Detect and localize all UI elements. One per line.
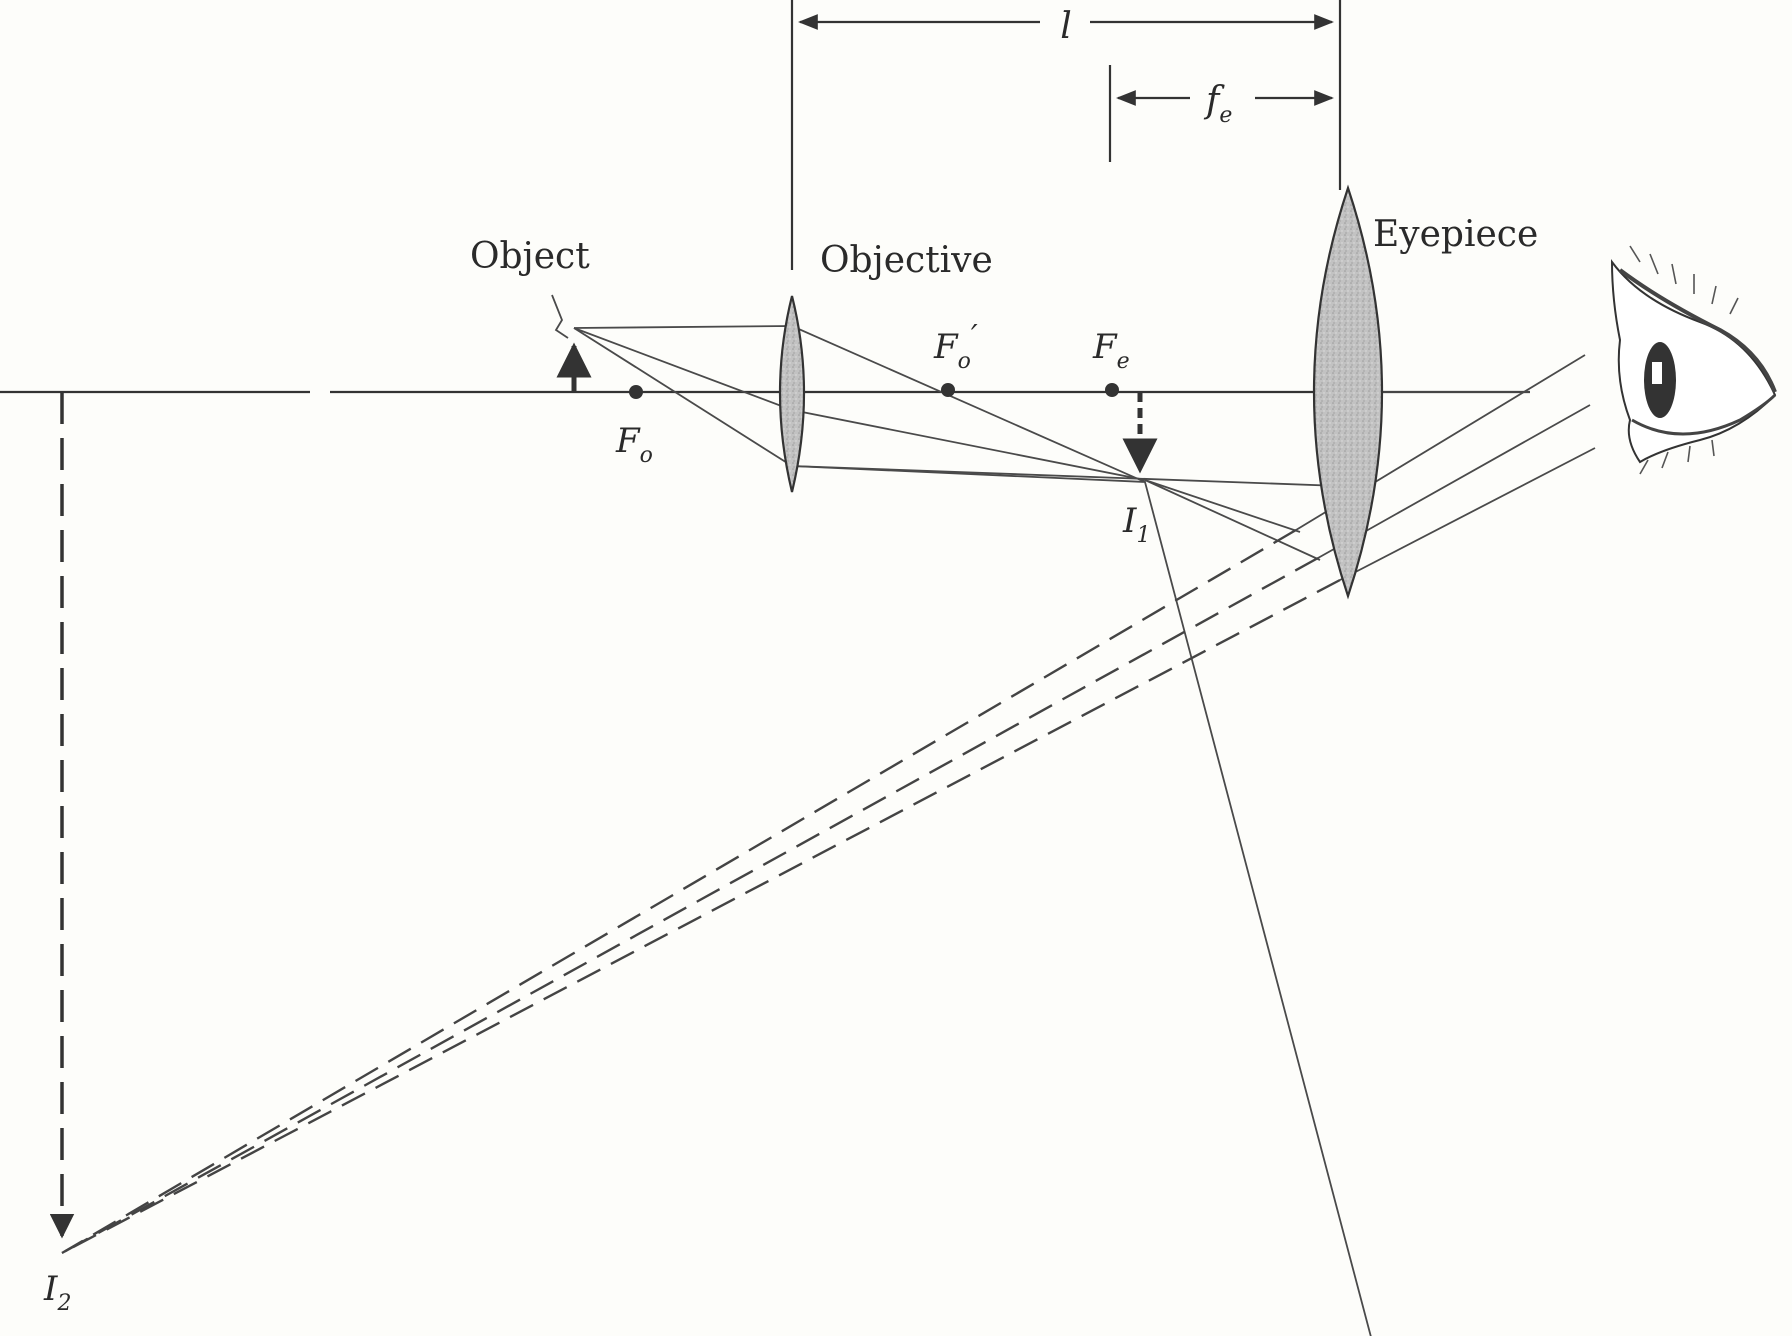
objective-lens [778,295,806,493]
label-object: Object [470,236,590,277]
focal-point-fo [629,385,643,399]
light-rays [573,325,1596,1336]
focal-point-fo-prime [941,383,955,397]
dimension-l: l [790,0,1342,270]
label-fo-prime: Fo′ [933,319,978,374]
label-l: l [1060,6,1072,47]
label-eyepiece: Eyepiece [1373,214,1538,255]
virtual-rays [61,528,1341,1255]
object-pointer [551,294,569,339]
label-fo: Fo [615,421,653,468]
label-fe: fe [1203,80,1232,128]
eye-icon [1610,245,1777,475]
focal-points [629,383,1119,399]
label-fe-point: Fe [1092,327,1130,374]
eyepiece-lens [1312,184,1384,600]
label-i1: I1 [1122,501,1150,548]
focal-point-fe [1105,383,1119,397]
label-i2: I2 [43,1269,71,1316]
label-objective: Objective [820,240,993,281]
dimension-fe: fe [1108,65,1334,162]
